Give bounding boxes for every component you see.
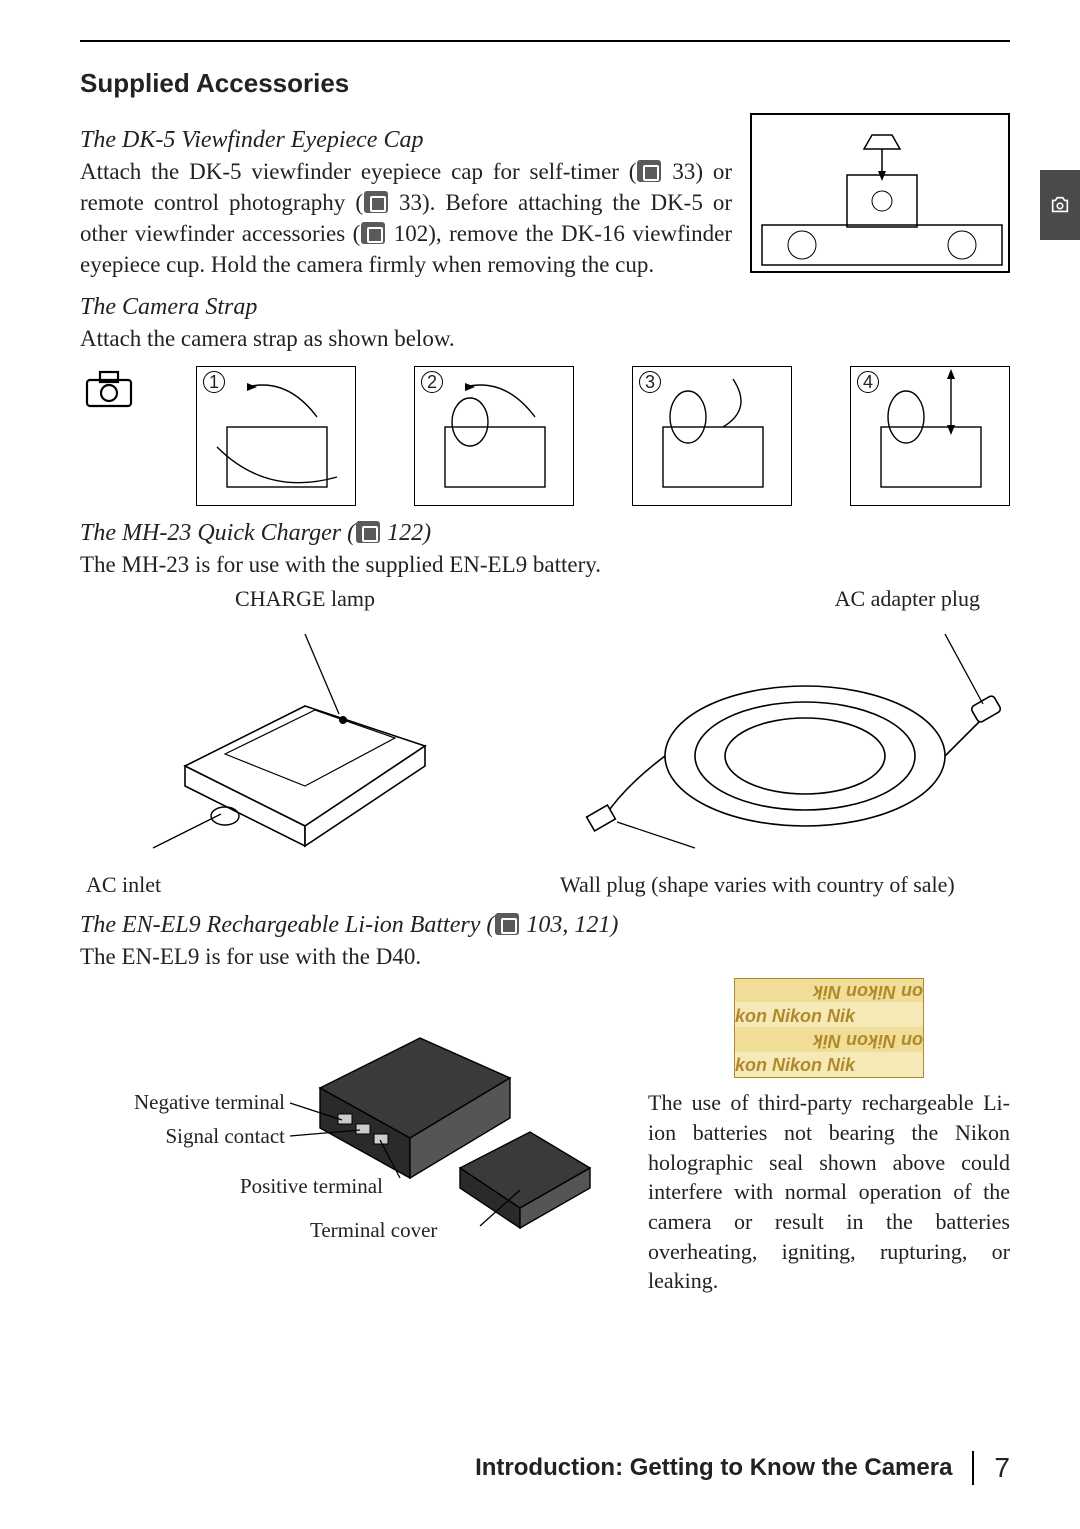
charger-illustration xyxy=(80,616,530,866)
page-ref-icon xyxy=(495,913,519,935)
page-ref-icon xyxy=(361,222,385,244)
side-tab-icon xyxy=(1040,170,1080,240)
eyepiece-text-pre: Attach the DK-5 viewfinder eyepiece cap … xyxy=(80,159,636,184)
battery-row: Negative terminal Signal contact Positiv… xyxy=(80,978,1010,1296)
neg-terminal-label: Negative terminal xyxy=(80,1090,285,1115)
charger-title-pre: The MH-23 Quick Charger ( xyxy=(80,520,355,546)
battery-text: The EN-EL9 is for use with the D40. xyxy=(80,941,1010,972)
strap-camera-icon-cell xyxy=(80,366,138,408)
eyepiece-ref3: 102 xyxy=(394,221,429,246)
strap-step-3: 3 xyxy=(632,366,792,506)
holo-line: on Nikon Nik xyxy=(735,1030,923,1051)
battery-title: The EN-EL9 Rechargeable Li-ion Battery (… xyxy=(80,912,1010,939)
battery-illustration-col: Negative terminal Signal contact Positiv… xyxy=(80,978,620,1258)
signal-contact-label: Signal contact xyxy=(80,1124,285,1149)
page-ref-icon xyxy=(356,521,380,543)
cable-illustration-col: AC adapter plug Wall plug (shape varies … xyxy=(560,586,1010,898)
top-rule xyxy=(80,40,1010,42)
footer-section-title: Introduction: Getting to Know the Camera xyxy=(475,1454,952,1482)
page-ref-icon xyxy=(364,191,388,213)
cable-illustration xyxy=(560,616,1010,866)
page-footer: Introduction: Getting to Know the Camera… xyxy=(475,1451,1010,1485)
charge-lamp-label: CHARGE lamp xyxy=(80,586,530,612)
holographic-seal: on Nikon Nik kon Nikon Nik on Nikon Nik … xyxy=(734,978,924,1078)
strap-step-2: 2 xyxy=(414,366,574,506)
battery-title-post: ) xyxy=(610,912,618,938)
camera-outline-icon xyxy=(85,368,133,408)
strap-title: The Camera Strap xyxy=(80,294,1010,321)
holo-line: on Nikon Nik xyxy=(735,981,923,1002)
charger-illustration-col: CHARGE lamp AC inlet xyxy=(80,586,530,898)
charger-row: CHARGE lamp AC inlet AC xyxy=(80,586,1010,898)
camera-top-illustration xyxy=(750,113,1010,273)
holo-line: kon Nikon Nik xyxy=(735,1006,923,1027)
manual-page: Supplied Accessories The DK-5 Viewfinder… xyxy=(0,0,1080,1529)
strap-step-4: 4 xyxy=(850,366,1010,506)
eyepiece-ref2: 33 xyxy=(399,190,422,215)
battery-title-pre: The EN-EL9 Rechargeable Li-ion Battery ( xyxy=(80,912,494,938)
wall-plug-label: Wall plug (shape varies with country of … xyxy=(560,872,1010,898)
battery-warning-text: The use of third-party rechargeable Li-i… xyxy=(648,1088,1010,1296)
strap-steps-row: 1 2 3 4 xyxy=(80,366,1010,506)
footer-divider xyxy=(972,1451,974,1485)
page-ref-icon xyxy=(637,160,661,182)
eyepiece-ref1: 33 xyxy=(672,159,695,184)
battery-title-ref: 103, 121 xyxy=(526,912,610,938)
strap-text: Attach the camera strap as shown below. xyxy=(80,323,1010,354)
eyepiece-text: Attach the DK-5 viewfinder eyepiece cap … xyxy=(80,156,732,280)
pos-terminal-label: Positive terminal xyxy=(240,1174,450,1199)
camera-setup-icon xyxy=(1049,194,1071,216)
battery-illustration xyxy=(80,978,620,1258)
terminal-cover-label: Terminal cover xyxy=(310,1218,520,1243)
charger-text: The MH-23 is for use with the supplied E… xyxy=(80,549,1010,580)
eyepiece-block: The DK-5 Viewfinder Eyepiece Cap Attach … xyxy=(80,113,1010,280)
strap-step-1: 1 xyxy=(196,366,356,506)
ac-adapter-plug-label: AC adapter plug xyxy=(560,586,1010,612)
ac-inlet-label: AC inlet xyxy=(86,872,530,898)
battery-warning-col: on Nikon Nik kon Nikon Nik on Nikon Nik … xyxy=(648,978,1010,1296)
section-title: Supplied Accessories xyxy=(80,68,1010,99)
holo-line: kon Nikon Nik xyxy=(735,1055,923,1076)
camera-top-svg xyxy=(752,115,1012,275)
eyepiece-title: The DK-5 Viewfinder Eyepiece Cap xyxy=(80,127,732,154)
charger-title-post: ) xyxy=(423,520,431,546)
charger-title-ref: 122 xyxy=(387,520,423,546)
charger-title: The MH-23 Quick Charger ( 122) xyxy=(80,520,1010,547)
page-number: 7 xyxy=(994,1452,1010,1484)
